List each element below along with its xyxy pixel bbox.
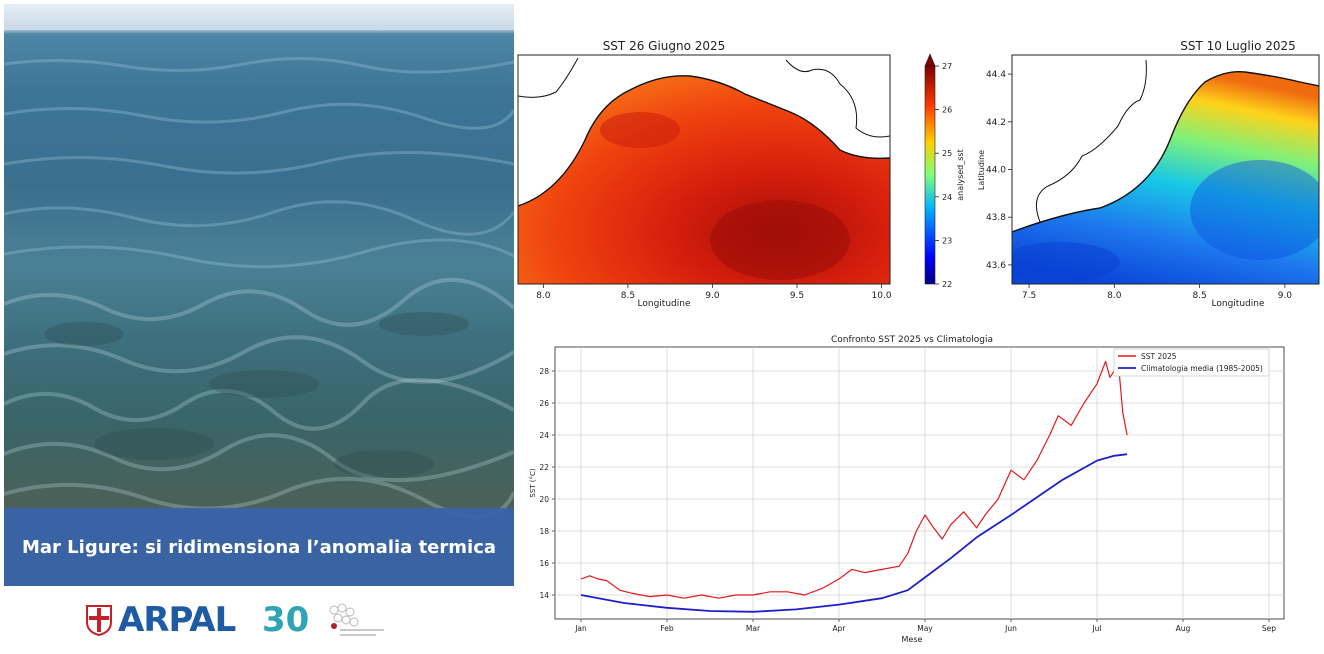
map2-xtick-label-2: 8.5 <box>1192 291 1206 301</box>
colorbar-tick-label-5: 27 <box>942 62 952 71</box>
sst-map-july: SST 10 Luglio 2025 7.5 8.0 8.5 9.0 43.6 43.8… <box>977 39 1320 309</box>
map2-ylabel: Latitudine <box>977 150 986 190</box>
map1-xtick-label-3: 9.5 <box>790 291 804 301</box>
map1-title: SST 26 Giugno 2025 <box>603 39 726 53</box>
map2-xtick-label-3: 9.0 <box>1278 291 1293 301</box>
legend-box <box>1113 348 1270 377</box>
map1-xtick-label-2: 9.0 <box>705 291 720 301</box>
map2-border <box>1035 59 1147 223</box>
colorbar-tick-label-2: 24 <box>942 193 952 202</box>
line-chart-xticks: Jan Feb Mar Apr May Jun Jul Aug Sep <box>574 619 1276 633</box>
line-xtick-label-8: Sep <box>1262 624 1276 633</box>
line-chart-yticks: 14 16 18 20 22 24 26 28 <box>539 367 555 600</box>
line-ytick-label-5: 24 <box>539 431 549 440</box>
map2-xticks: 7.5 8.0 8.5 9.0 <box>1022 284 1292 301</box>
line-chart-title: Confronto SST 2025 vs Climatologia <box>831 335 993 345</box>
map1-coastline <box>518 75 890 207</box>
map1-xtick-label-1: 8.5 <box>621 291 635 301</box>
map2-title: SST 10 Luglio 2025 <box>1180 39 1296 53</box>
line-chart-series <box>580 360 1128 613</box>
arpal-logo-text: ARPAL <box>118 600 236 640</box>
sst-comparison-chart: Confronto SST 2025 vs Climatologia Jan Fe… <box>529 335 1285 644</box>
line-chart-frame <box>554 346 1285 620</box>
line-chart-grid <box>555 347 1284 619</box>
line-ytick-label-1: 16 <box>539 559 549 568</box>
map1-xlabel: Longitudine <box>638 299 691 309</box>
sea-photo: Mar Ligure: si ridimensiona l’anomalia t… <box>4 4 514 586</box>
line-xtick-label-1: Feb <box>660 624 674 633</box>
line-ytick-label-0: 14 <box>539 591 549 600</box>
colorbar-arrow-icon <box>924 53 936 67</box>
line-ytick-label-7: 28 <box>539 367 549 376</box>
series-line-0 <box>580 360 1128 599</box>
colorbar-ticks: 22 23 24 25 26 27 <box>935 62 952 289</box>
map2-xtick-label-1: 8.0 <box>1107 291 1122 301</box>
map2-ytick-label-1: 43.8 <box>986 213 1006 223</box>
map2-xlabel: Longitudine <box>1212 299 1265 309</box>
map1-xtick-label-4: 10.0 <box>872 291 892 301</box>
legend-label-climatology: Climatologia media (1985-2005) <box>1141 364 1263 373</box>
map2-ytick-label-4: 44.4 <box>986 70 1006 80</box>
map2-xtick-label-0: 7.5 <box>1022 291 1036 301</box>
legend-label-sst-2025: SST 2025 <box>1141 352 1177 361</box>
line-ytick-label-3: 20 <box>539 495 549 504</box>
line-chart-xlabel: Mese <box>902 635 923 644</box>
line-ytick-label-2: 18 <box>539 527 549 536</box>
colorbar-label: analysed_sst <box>956 149 965 200</box>
colorbar-tick-label-4: 26 <box>942 106 952 115</box>
line-xtick-label-2: Mar <box>746 624 761 633</box>
caption-text: Mar Ligure: si ridimensiona l’anomalia t… <box>21 536 497 558</box>
colorbar-tick-label-3: 25 <box>942 149 952 158</box>
line-xtick-label-4: May <box>917 624 933 633</box>
colorbar-tick-label-1: 23 <box>942 236 952 245</box>
sea-texture <box>4 4 514 520</box>
map1-frame <box>517 54 891 285</box>
map2-ytick-label-3: 44.2 <box>986 118 1006 128</box>
map2-ytick-label-0: 43.6 <box>986 261 1006 271</box>
line-chart-ylabel: SST (°C) <box>529 468 537 498</box>
snpa-logo-icon <box>329 603 384 636</box>
line-xtick-label-7: Aug <box>1176 624 1191 633</box>
series-line-1 <box>580 453 1128 613</box>
caption-banner: Mar Ligure: si ridimensiona l’anomalia t… <box>4 508 514 586</box>
line-xtick-label-3: Apr <box>833 624 847 633</box>
sst-map-june: SST 26 Giugno 2025 8.0 8.5 9.0 9.5 10.0 Long… <box>517 39 965 309</box>
line-ytick-label-6: 26 <box>539 399 549 408</box>
map2-coastline <box>1012 71 1319 233</box>
logo-row: ARPAL 30 <box>80 600 410 644</box>
map2-yticks: 43.6 43.8 44.0 44.2 44.4 <box>986 70 1012 271</box>
map1-xtick-label-0: 8.0 <box>536 291 551 301</box>
liguria-crest-icon <box>86 605 112 636</box>
map1-border-west <box>518 57 579 98</box>
colorbar <box>924 65 936 285</box>
map1-border-east <box>785 59 890 138</box>
line-ytick-label-4: 22 <box>539 463 549 472</box>
map2-sea <box>1012 71 1319 284</box>
line-xtick-label-5: Jun <box>1004 624 1017 633</box>
colorbar-tick-label-0: 22 <box>942 280 952 289</box>
map1-xticks: 8.0 8.5 9.0 9.5 10.0 <box>536 284 892 301</box>
arpal-logo-number: 30 <box>262 600 310 640</box>
map2-ytick-label-2: 44.0 <box>986 166 1006 176</box>
line-xtick-label-0: Jan <box>574 624 587 633</box>
line-chart-legend: SST 2025 Climatologia media (1985-2005) <box>1113 348 1270 377</box>
line-xtick-label-6: Jul <box>1091 624 1101 633</box>
